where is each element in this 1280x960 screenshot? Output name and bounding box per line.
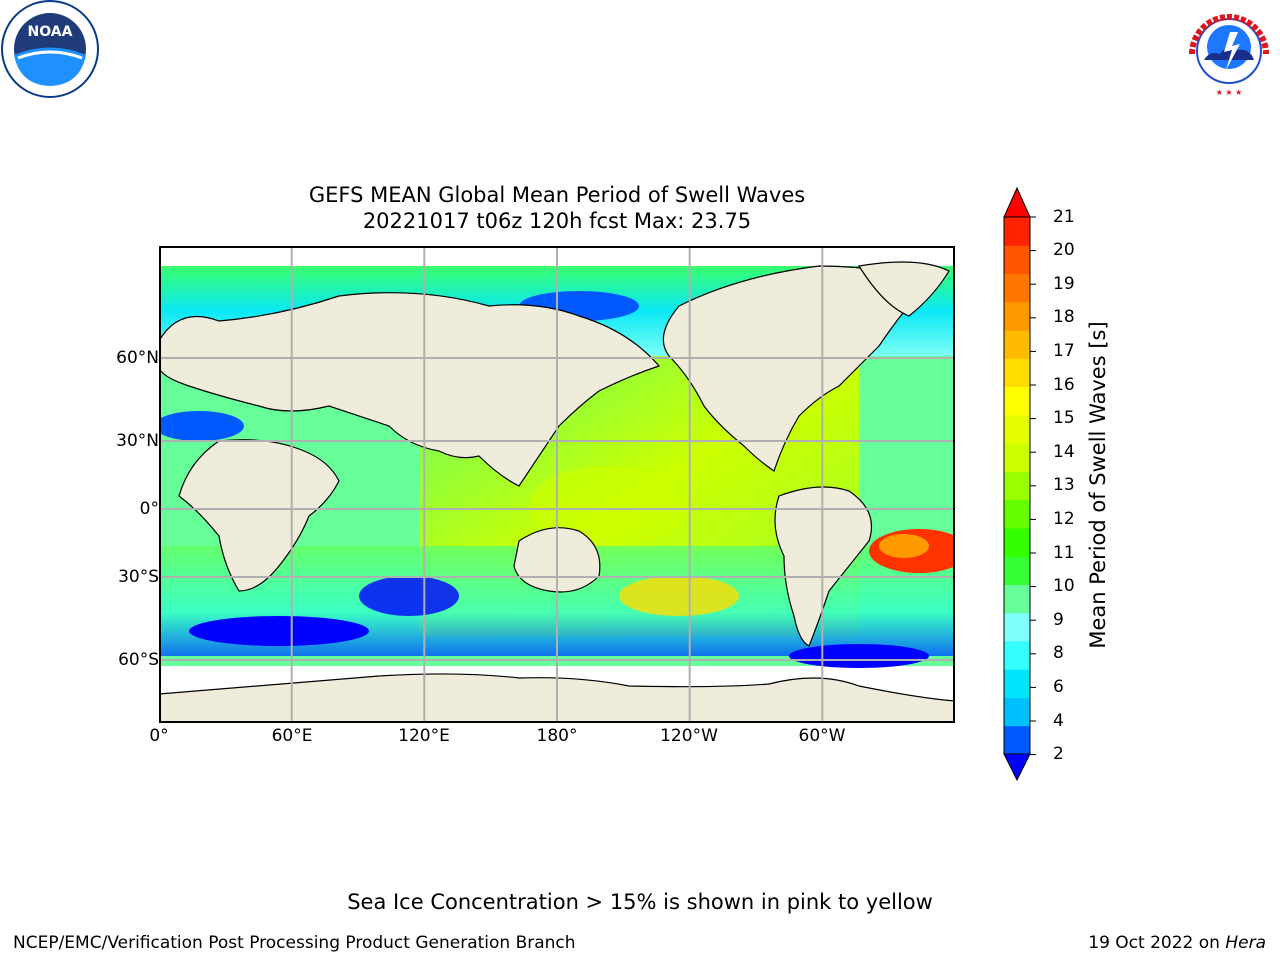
colorbar-segment — [1004, 443, 1030, 472]
x-tick: 0° — [149, 726, 169, 746]
y-tick: 30°N — [116, 431, 159, 451]
x-tick: 60°W — [798, 726, 846, 746]
x-tick: 180° — [536, 726, 578, 746]
swell-period-map — [159, 246, 955, 723]
colorbar-segment — [1004, 471, 1030, 501]
colorbar-label: Mean Period of Swell Waves [s] — [1086, 321, 1110, 649]
colorbar-segment — [1004, 245, 1030, 275]
colorbar-extend-max — [1003, 186, 1031, 218]
colorbar-tick: 20 — [1053, 240, 1075, 260]
colorbar-segment — [1004, 556, 1030, 585]
machine-name: Hera — [1225, 933, 1266, 953]
colorbar-tick: 15 — [1053, 408, 1075, 428]
colorbar-segment — [1004, 414, 1030, 444]
colorbar-segment — [1004, 697, 1030, 727]
colorbar-tick: 8 — [1053, 643, 1064, 663]
svg-text:★ ★ ★: ★ ★ ★ — [1216, 88, 1243, 97]
colorbar-segment — [1004, 273, 1030, 303]
colorbar-segment — [1004, 725, 1030, 755]
colorbar-tick: 14 — [1053, 442, 1075, 462]
colorbar-segment — [1004, 527, 1030, 557]
colorbar-tick: 12 — [1053, 509, 1075, 529]
colorbar-segment — [1004, 669, 1030, 698]
y-tick: 0° — [139, 499, 159, 519]
colorbar-segment — [1004, 217, 1030, 246]
chart-subtitle: 20221017 t06z 120h fcst Max: 23.75 — [362, 209, 752, 233]
colorbar-segment — [1004, 640, 1030, 670]
x-tick: 60°E — [271, 726, 313, 746]
colorbar-tick: 13 — [1053, 475, 1075, 495]
colorbar-segment — [1004, 386, 1030, 416]
noaa-logo: NOAA — [0, 0, 105, 100]
colorbar-tick: 9 — [1053, 610, 1064, 630]
colorbar-tick: 6 — [1053, 677, 1064, 697]
colorbar-tick: 11 — [1053, 543, 1075, 563]
colorbar-tick: 18 — [1053, 307, 1075, 327]
colorbar-segment — [1004, 358, 1030, 388]
y-tick: 60°N — [116, 348, 159, 368]
colorbar-segment — [1004, 330, 1030, 359]
colorbar-tick: 16 — [1053, 375, 1075, 395]
colorbar-segment — [1004, 499, 1030, 529]
x-tick: 120°W — [660, 726, 718, 746]
colorbar-segment — [1004, 584, 1030, 614]
colorbar-segment — [1004, 612, 1030, 642]
x-tick: 120°E — [398, 726, 450, 746]
colorbar-tick: 21 — [1053, 207, 1075, 227]
run-date-text: 19 Oct 2022 on — [1088, 933, 1226, 953]
colorbar-segment — [1004, 301, 1030, 331]
branch-credit: NCEP/EMC/Verification Post Processing Pr… — [13, 933, 576, 953]
colorbar-tick: 2 — [1053, 744, 1064, 764]
y-tick: 60°S — [118, 650, 159, 670]
colorbar-tick: 17 — [1053, 341, 1075, 361]
colorbar-tick: 4 — [1053, 711, 1064, 731]
nws-logo: ★ ★ ★ — [1180, 2, 1278, 100]
colorbar-tick: 10 — [1053, 576, 1075, 596]
colorbar-extend-min — [1003, 753, 1031, 782]
y-tick: 30°S — [118, 567, 159, 587]
sea-ice-note: Sea Ice Concentration > 15% is shown in … — [347, 890, 933, 914]
colorbar — [1003, 186, 1036, 782]
chart-title: GEFS MEAN Global Mean Period of Swell Wa… — [308, 183, 806, 207]
run-date: 19 Oct 2022 on Hera — [1088, 933, 1266, 953]
colorbar-tick: 19 — [1053, 274, 1075, 294]
svg-text:NOAA: NOAA — [28, 24, 73, 40]
